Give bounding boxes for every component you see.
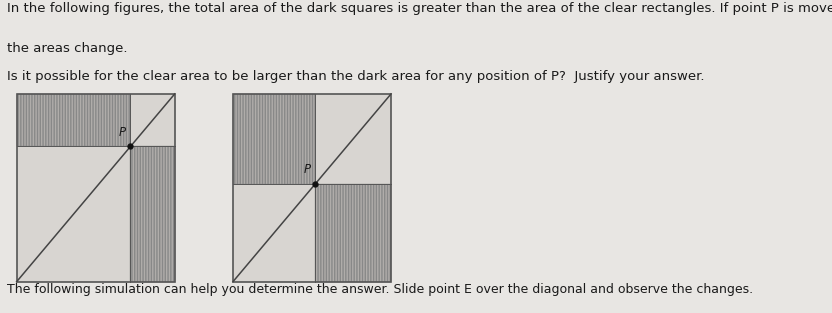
Bar [233, 94, 315, 184]
Bar [315, 184, 391, 282]
Bar [131, 146, 175, 282]
Bar [315, 184, 391, 282]
Bar [131, 94, 175, 146]
Bar [17, 94, 131, 146]
Bar [17, 146, 131, 282]
Bar [17, 94, 175, 282]
Text: P: P [119, 126, 126, 139]
Bar [233, 94, 315, 184]
Bar [131, 146, 175, 282]
Text: P: P [304, 163, 311, 176]
Bar [315, 94, 391, 184]
Text: In the following figures, the total area of the dark squares is greater than the: In the following figures, the total area… [7, 2, 832, 15]
Text: The following simulation can help you determine the answer. Slide point E over t: The following simulation can help you de… [7, 283, 753, 296]
Bar [17, 94, 131, 146]
Text: Is it possible for the clear area to be larger than the dark area for any positi: Is it possible for the clear area to be … [7, 70, 704, 84]
Bar [233, 184, 315, 282]
Bar [233, 94, 391, 282]
Text: the areas change.: the areas change. [7, 42, 127, 55]
